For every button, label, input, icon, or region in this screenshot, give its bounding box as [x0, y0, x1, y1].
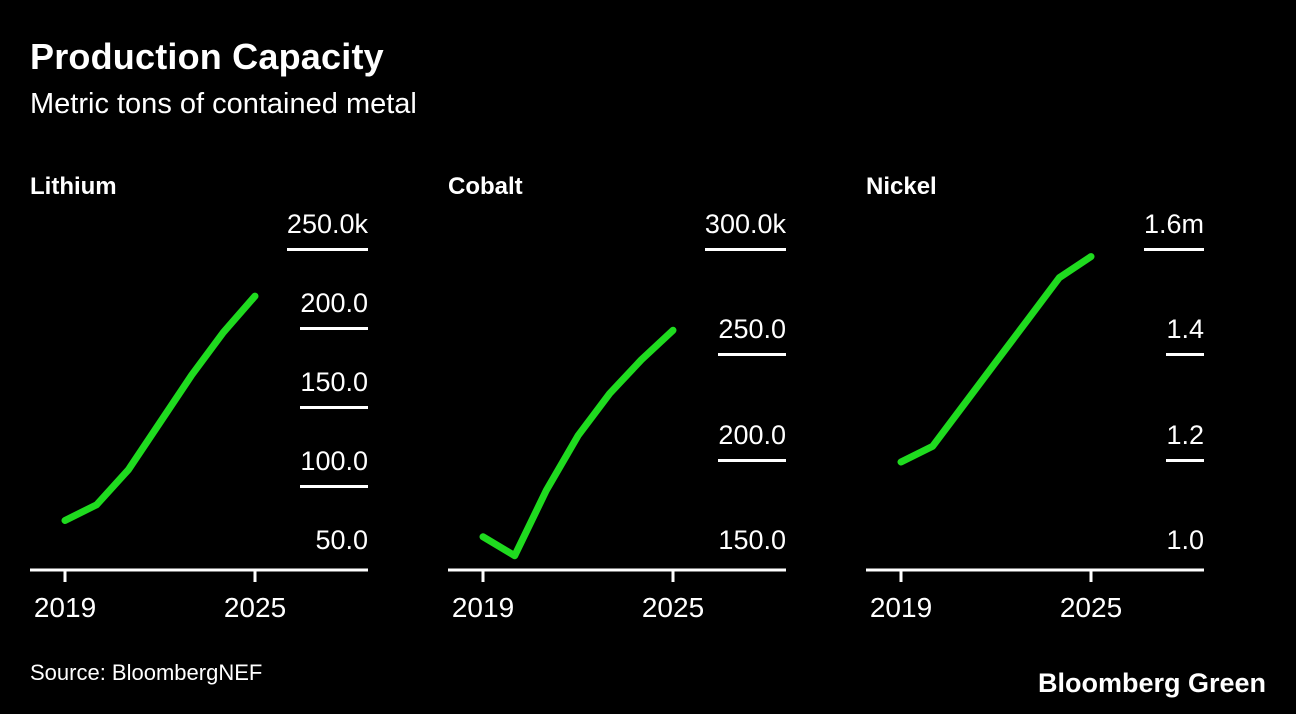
y-tick-text: 150.0 — [718, 525, 786, 555]
y-tick-text: 1.6m — [1143, 209, 1204, 239]
y-tick-text: 200.0 — [718, 419, 786, 450]
y-tick-text: 50.0 — [315, 525, 368, 555]
x-tick-label: 2019 — [869, 592, 933, 623]
y-tick-label: 200.0 — [718, 419, 786, 462]
y-tick-text: 1.0 — [1166, 525, 1204, 555]
y-tick-mark — [1166, 353, 1204, 357]
chart-svg-cobalt — [448, 326, 786, 582]
y-tick-text: 1.4 — [1166, 314, 1204, 345]
y-tick-mark — [300, 485, 368, 488]
y-tick-text: 100.0 — [300, 446, 368, 476]
y-tick-mark — [1166, 458, 1204, 462]
x-tick-label: 2019 — [33, 592, 97, 623]
brand-logo: Bloomberg Green — [1037, 668, 1266, 698]
y-tick-label: 100.0 — [300, 448, 368, 488]
y-tick-text: 300.0k — [704, 209, 786, 239]
y-tick-label: 1.6m — [1143, 209, 1204, 251]
panel-nickel: Nickel 2019 2025 1.6m 1.4 1.2 1.0 — [866, 172, 1204, 645]
panel-cobalt: Cobalt 2019 2025 300.0k 250.0 200.0 150.0 — [448, 172, 786, 645]
chart-svg-nickel — [866, 253, 1204, 582]
series-line-nickel — [897, 253, 1095, 466]
y-tick-mark — [704, 248, 786, 251]
y-tick-label: 50.0 — [315, 527, 368, 554]
y-tick-label: 200.0 — [300, 290, 368, 330]
y-tick-text: 150.0 — [300, 367, 368, 397]
y-tick-label: 250.0k — [286, 209, 368, 251]
y-tick-label: 150.0 — [718, 527, 786, 554]
y-tick-text: 1.2 — [1166, 419, 1204, 450]
panel-title-cobalt: Cobalt — [448, 173, 523, 200]
y-tick-mark — [718, 353, 786, 357]
y-tick-mark — [300, 327, 368, 330]
chart-title: Production Capacity — [30, 36, 384, 77]
chart-area-lithium: 2019 2025 250.0k 200.0 150.0 100.0 50.0 — [30, 205, 368, 645]
y-tick-mark — [300, 406, 368, 409]
x-tick-label: 2025 — [223, 592, 287, 623]
x-tick-label: 2019 — [451, 592, 515, 623]
y-tick-mark — [1143, 248, 1204, 251]
y-tick-mark — [286, 248, 368, 251]
y-tick-mark — [718, 458, 786, 462]
y-tick-label: 150.0 — [300, 369, 368, 409]
panel-title-lithium: Lithium — [30, 173, 117, 200]
panel-title-nickel: Nickel — [866, 173, 937, 200]
chart-area-nickel: 2019 2025 1.6m 1.4 1.2 1.0 — [866, 205, 1204, 645]
y-tick-label: 250.0 — [718, 314, 786, 357]
y-tick-label: 1.2 — [1166, 419, 1204, 462]
x-tick-label: 2025 — [641, 592, 705, 623]
chart-subtitle: Metric tons of contained metal — [30, 88, 417, 120]
y-tick-text: 250.0 — [718, 314, 786, 345]
source-credit: Source: BloombergNEF — [30, 660, 263, 685]
panel-lithium: Lithium 2019 2025 250.0k 200.0 150.0 100.0 50.… — [30, 172, 368, 645]
x-tick-label: 2025 — [1059, 592, 1123, 623]
series-line-cobalt — [479, 326, 677, 560]
y-tick-label: 300.0k — [704, 209, 786, 251]
series-line-lithium — [61, 292, 259, 524]
chart-area-cobalt: 2019 2025 300.0k 250.0 200.0 150.0 — [448, 205, 786, 645]
y-tick-label: 1.4 — [1166, 314, 1204, 357]
y-tick-text: 250.0k — [286, 209, 368, 239]
y-tick-label: 1.0 — [1166, 527, 1204, 554]
y-tick-text: 200.0 — [300, 288, 368, 318]
chart-svg-lithium — [30, 292, 368, 582]
